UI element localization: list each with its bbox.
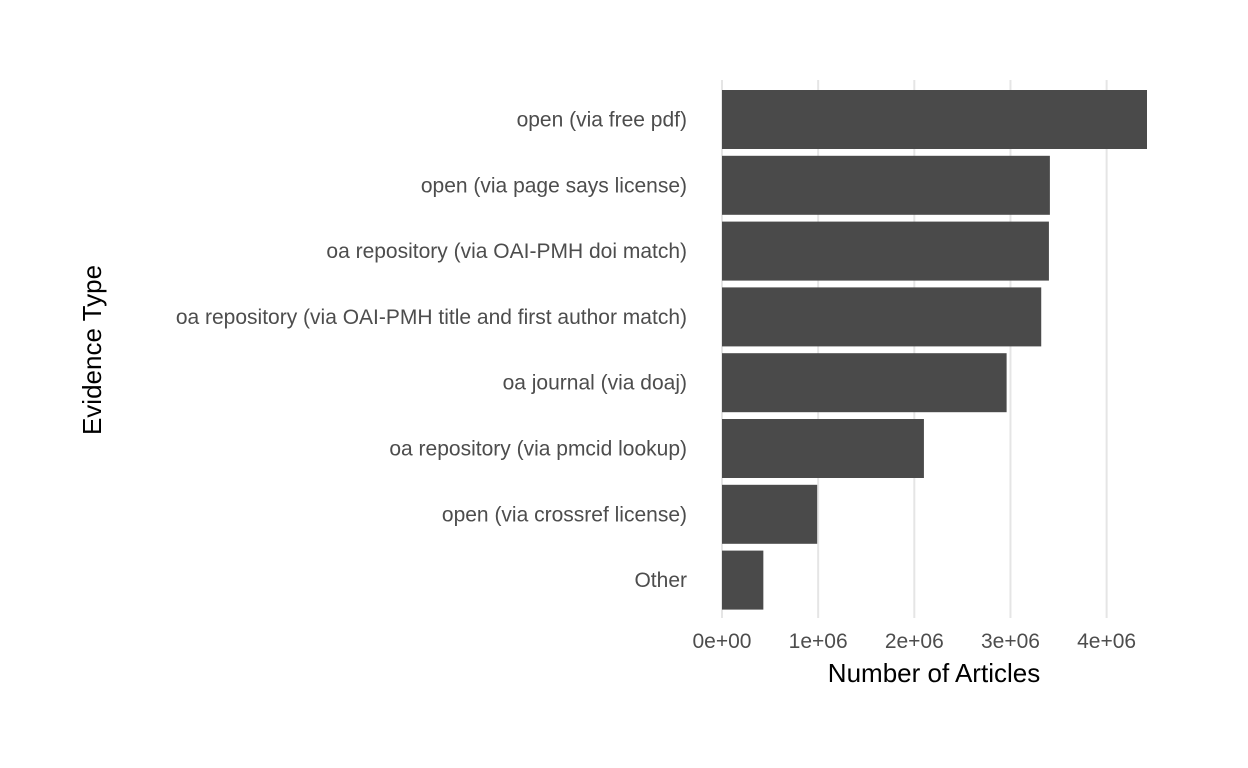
bar — [722, 353, 1007, 413]
category-label: oa repository (via OAI-PMH doi match) — [326, 240, 687, 263]
category-label: oa repository (via OAI-PMH title and fir… — [176, 306, 687, 329]
category-labels: open (via free pdf) open (via page says l… — [176, 109, 687, 593]
x-axis-title: Number of Articles — [828, 658, 1040, 688]
category-label: open (via page says license) — [421, 174, 687, 197]
bar — [722, 90, 1147, 149]
category-label: open (via crossref license) — [442, 503, 687, 526]
bar — [722, 221, 1049, 281]
bar — [722, 287, 1042, 347]
x-tick-labels: 0e+00 1e+06 2e+06 3e+06 4e+06 — [693, 630, 1137, 653]
x-tick-label: 1e+06 — [789, 630, 848, 653]
category-label: open (via free pdf) — [517, 109, 687, 132]
x-tick-label: 4e+06 — [1077, 630, 1136, 653]
bar — [722, 419, 924, 478]
bar — [722, 484, 818, 544]
bar — [722, 155, 1050, 215]
category-label: oa repository (via pmcid lookup) — [389, 438, 687, 461]
category-label: oa journal (via doaj) — [503, 372, 687, 395]
x-tick-label: 0e+00 — [693, 630, 752, 653]
x-tick-label: 2e+06 — [885, 630, 944, 653]
category-label: Other — [634, 569, 687, 592]
y-axis-title: Evidence Type — [77, 265, 107, 435]
bars — [722, 90, 1147, 610]
bar — [722, 550, 764, 610]
x-tick-label: 3e+06 — [981, 630, 1040, 653]
